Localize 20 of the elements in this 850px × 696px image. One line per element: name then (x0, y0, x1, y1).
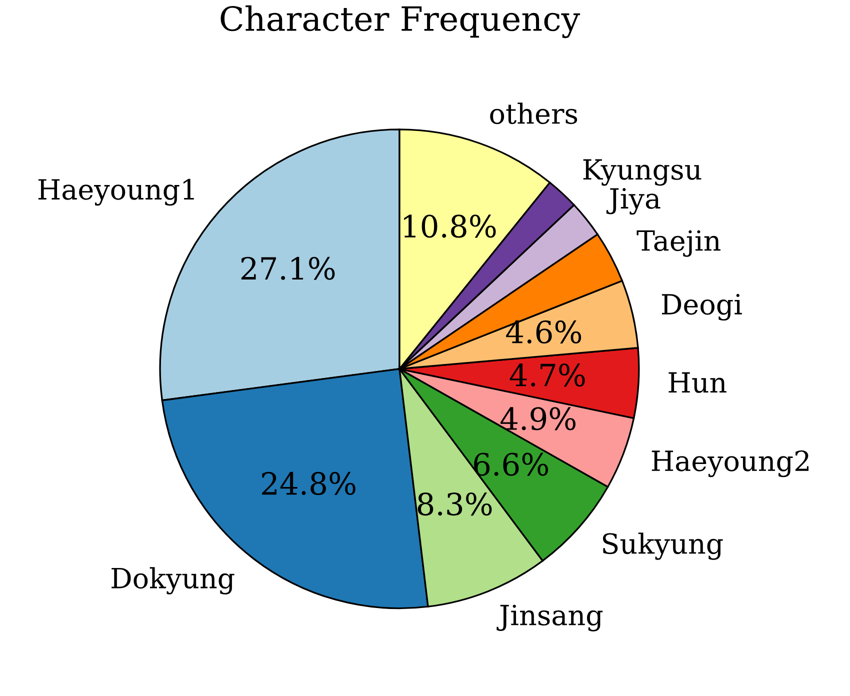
slice-label: Kyungsu (583, 159, 702, 186)
data-label: 4.9% (500, 407, 576, 430)
slice-label: Jiya (606, 188, 660, 215)
slice-label: Jinsang (496, 604, 603, 632)
slice-label: Dokyung (112, 567, 234, 594)
slice-label: Hun (668, 372, 726, 393)
data-label: 4.6% (506, 320, 582, 344)
data-label: 4.7% (510, 363, 585, 387)
data-label: 24.8% (262, 472, 356, 496)
slice-label: Deogi (662, 294, 742, 321)
data-label: 6.6% (474, 452, 548, 476)
slice-label: Taejin (636, 230, 720, 257)
slice-label: Haeyoung1 (38, 178, 194, 206)
slice-label: others (490, 102, 578, 124)
data-label: 8.3% (418, 492, 492, 516)
data-label: 10.8% (404, 214, 496, 238)
slice-label: Haeyoung2 (652, 450, 808, 478)
data-label: 27.1% (241, 256, 335, 280)
slice-label: Sukyung (602, 532, 723, 560)
chart-title: Character Frequency (220, 5, 580, 38)
